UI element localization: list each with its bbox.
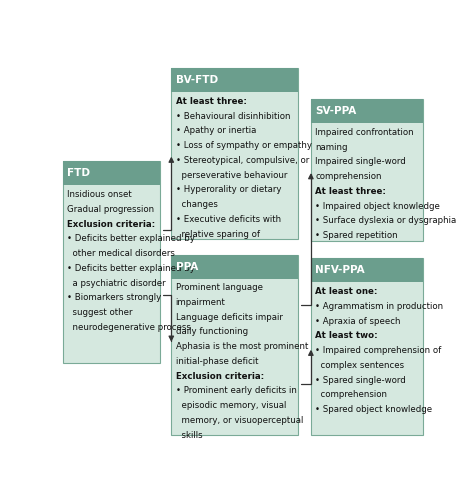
Text: comprehension: comprehension	[315, 391, 387, 399]
FancyBboxPatch shape	[63, 161, 160, 363]
Text: other medical disorders: other medical disorders	[67, 249, 175, 258]
Text: suggest other: suggest other	[67, 308, 133, 317]
Text: At least three:: At least three:	[176, 97, 246, 106]
Text: At least three:: At least three:	[315, 187, 386, 196]
Text: Exclusion criteria:: Exclusion criteria:	[176, 372, 264, 381]
Text: perseverative behaviour: perseverative behaviour	[176, 171, 287, 180]
Text: At least two:: At least two:	[315, 331, 378, 340]
Text: daily functioning: daily functioning	[176, 328, 248, 337]
Text: PPA: PPA	[176, 262, 198, 272]
Text: Language deficits impair: Language deficits impair	[176, 312, 283, 322]
Text: • Impaired comprehension of: • Impaired comprehension of	[315, 346, 442, 355]
Text: • Spared repetition: • Spared repetition	[315, 231, 398, 240]
Text: relative sparing of: relative sparing of	[176, 230, 260, 239]
Text: memory, or visuoperceptual: memory, or visuoperceptual	[176, 416, 303, 425]
Text: • Deficits better explained by: • Deficits better explained by	[67, 264, 195, 273]
Text: • Impaired object knowledge: • Impaired object knowledge	[315, 202, 440, 211]
Text: neurodegenerative process: neurodegenerative process	[67, 323, 191, 332]
Text: • Apraxia of speech: • Apraxia of speech	[315, 317, 401, 326]
Text: complex sentences: complex sentences	[315, 361, 404, 370]
FancyBboxPatch shape	[63, 161, 160, 185]
Text: • Executive deficits with: • Executive deficits with	[176, 215, 281, 224]
Text: FTD: FTD	[67, 168, 91, 178]
Text: Aphasia is the most prominent: Aphasia is the most prominent	[176, 342, 308, 351]
Text: Insidious onset: Insidious onset	[67, 190, 132, 199]
Text: • Spared object knowledge: • Spared object knowledge	[315, 405, 432, 414]
Text: • Behavioural disinhibition: • Behavioural disinhibition	[176, 112, 290, 120]
Text: impairment: impairment	[176, 298, 226, 307]
Text: • Surface dyslexia or dysgraphia: • Surface dyslexia or dysgraphia	[315, 217, 456, 225]
Text: initial-phase deficit: initial-phase deficit	[176, 357, 258, 366]
FancyBboxPatch shape	[311, 259, 423, 282]
Text: At least one:: At least one:	[315, 287, 378, 296]
Text: Impaired single-word: Impaired single-word	[315, 157, 406, 166]
Text: skills: skills	[176, 431, 202, 439]
Text: Prominent language: Prominent language	[176, 283, 263, 292]
Text: Exclusion criteria:: Exclusion criteria:	[67, 220, 155, 229]
FancyBboxPatch shape	[311, 99, 423, 241]
Text: episodic memory, visual: episodic memory, visual	[176, 401, 286, 410]
FancyBboxPatch shape	[171, 68, 298, 239]
Text: • Deficits better explained by: • Deficits better explained by	[67, 234, 195, 243]
Text: comprehension: comprehension	[315, 172, 382, 181]
Text: Impaired confrontation: Impaired confrontation	[315, 128, 414, 137]
FancyBboxPatch shape	[311, 259, 423, 435]
FancyBboxPatch shape	[171, 68, 298, 92]
Text: naming: naming	[315, 143, 348, 152]
Text: Gradual progression: Gradual progression	[67, 205, 155, 214]
Text: NFV-PPA: NFV-PPA	[315, 266, 365, 275]
Text: • Biomarkers strongly: • Biomarkers strongly	[67, 293, 162, 302]
Text: changes: changes	[176, 200, 218, 209]
Text: • Apathy or inertia: • Apathy or inertia	[176, 127, 256, 136]
Text: • Prominent early deficits in: • Prominent early deficits in	[176, 387, 297, 396]
FancyBboxPatch shape	[171, 255, 298, 279]
Text: • Stereotypical, compulsive, or: • Stereotypical, compulsive, or	[176, 156, 309, 165]
Text: SV-PPA: SV-PPA	[315, 106, 356, 116]
Text: • Agrammatism in production: • Agrammatism in production	[315, 302, 443, 311]
FancyBboxPatch shape	[311, 99, 423, 123]
Text: • Spared single-word: • Spared single-word	[315, 375, 406, 385]
Text: • Hyperorality or dietary: • Hyperorality or dietary	[176, 185, 281, 195]
Text: a psychiatric disorder: a psychiatric disorder	[67, 279, 166, 288]
Text: BV-FTD: BV-FTD	[176, 75, 218, 85]
Text: • Loss of sympathy or empathy: • Loss of sympathy or empathy	[176, 141, 312, 150]
FancyBboxPatch shape	[171, 255, 298, 435]
